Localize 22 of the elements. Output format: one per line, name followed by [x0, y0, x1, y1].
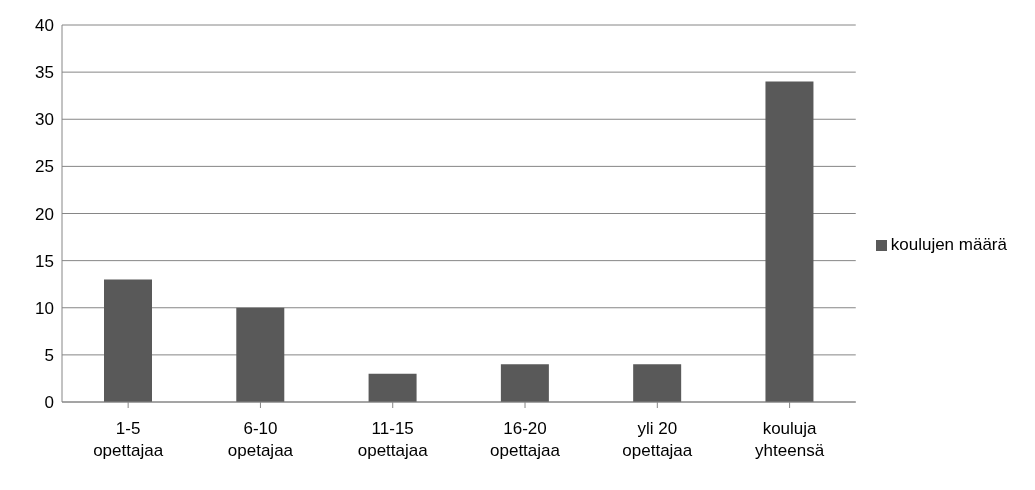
- y-tick-label: 25: [35, 157, 54, 177]
- bar: [368, 373, 417, 402]
- bar: [236, 307, 285, 402]
- x-tick-label: 1-5 opettajaa: [93, 419, 164, 460]
- legend-label: koulujen määrä: [890, 235, 1007, 254]
- bar: [765, 81, 814, 402]
- bar: [500, 364, 549, 402]
- y-tick-label: 15: [35, 251, 54, 271]
- y-tick-label: 35: [35, 63, 54, 83]
- y-tick-label: 30: [35, 110, 54, 130]
- y-tick-label: 40: [35, 16, 54, 36]
- y-tick-label: 0: [44, 393, 54, 413]
- bar: [104, 279, 152, 402]
- x-tick-label: kouluja yhteensä: [755, 419, 825, 460]
- y-tick-label: 20: [35, 204, 54, 224]
- x-tick-label: 16-20 opettajaa: [490, 419, 561, 460]
- bar: [633, 364, 682, 402]
- x-tick-label: 6-10 opetajaa: [227, 419, 294, 460]
- y-tick-label: 5: [44, 345, 54, 365]
- x-tick-label: yli 20 opettajaa: [622, 419, 693, 460]
- y-tick-label: 10: [35, 298, 54, 318]
- x-tick-label: 11-15 opettajaa: [357, 419, 429, 460]
